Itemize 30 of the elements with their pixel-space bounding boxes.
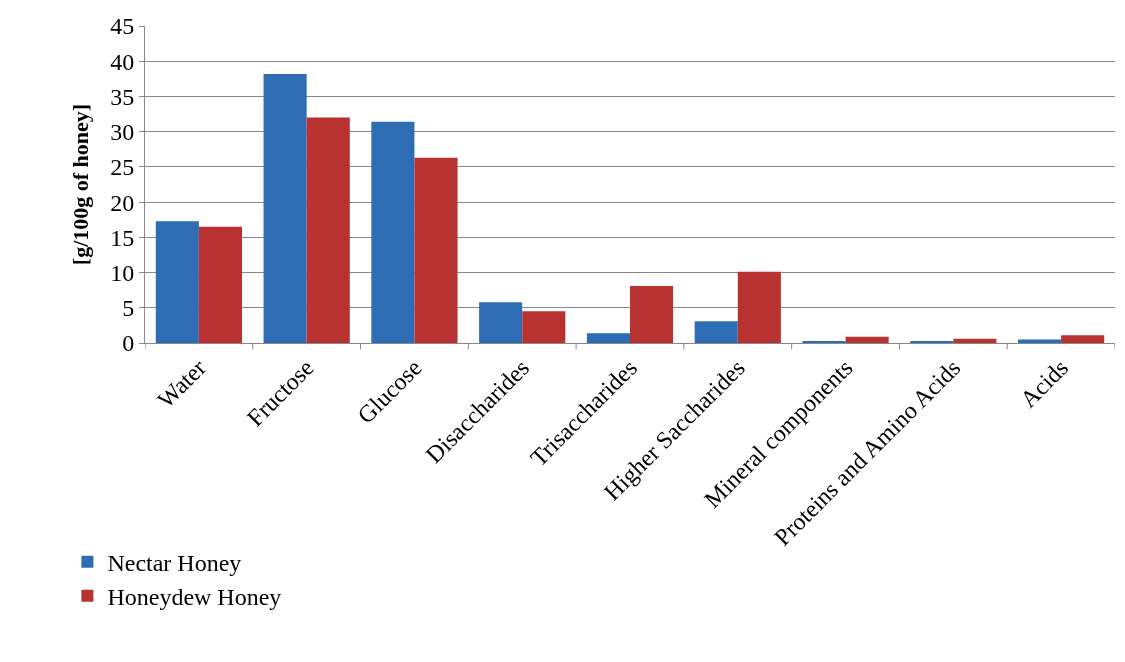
bar bbox=[845, 336, 889, 343]
bar bbox=[371, 121, 415, 343]
bar bbox=[198, 226, 242, 343]
bar bbox=[263, 73, 307, 343]
y-tick-label: 45 bbox=[110, 13, 135, 40]
y-tick-label: 20 bbox=[110, 189, 135, 216]
bar bbox=[1018, 339, 1062, 343]
bar bbox=[155, 221, 199, 343]
bar bbox=[737, 271, 781, 343]
bar bbox=[1061, 335, 1105, 343]
bar bbox=[306, 117, 350, 343]
legend-label: Nectar Honey bbox=[107, 550, 242, 576]
bar bbox=[953, 338, 997, 343]
y-axis-title: [g/100g of honey] bbox=[68, 103, 93, 266]
bar bbox=[479, 302, 523, 343]
y-tick-label: 25 bbox=[110, 154, 135, 181]
y-tick-label: 0 bbox=[122, 330, 135, 357]
y-tick-label: 30 bbox=[110, 119, 135, 146]
y-tick-label: 35 bbox=[110, 83, 135, 110]
bar bbox=[522, 311, 566, 343]
y-tick-label: 15 bbox=[110, 224, 135, 251]
bar bbox=[630, 285, 674, 343]
y-tick-label: 10 bbox=[110, 259, 135, 286]
bar bbox=[694, 321, 738, 343]
bar bbox=[910, 340, 954, 343]
legend-label: Honeydew Honey bbox=[107, 584, 282, 611]
y-tick-label: 5 bbox=[122, 295, 135, 322]
bar bbox=[414, 157, 458, 343]
bar bbox=[586, 333, 630, 343]
y-tick-label: 40 bbox=[110, 48, 135, 75]
